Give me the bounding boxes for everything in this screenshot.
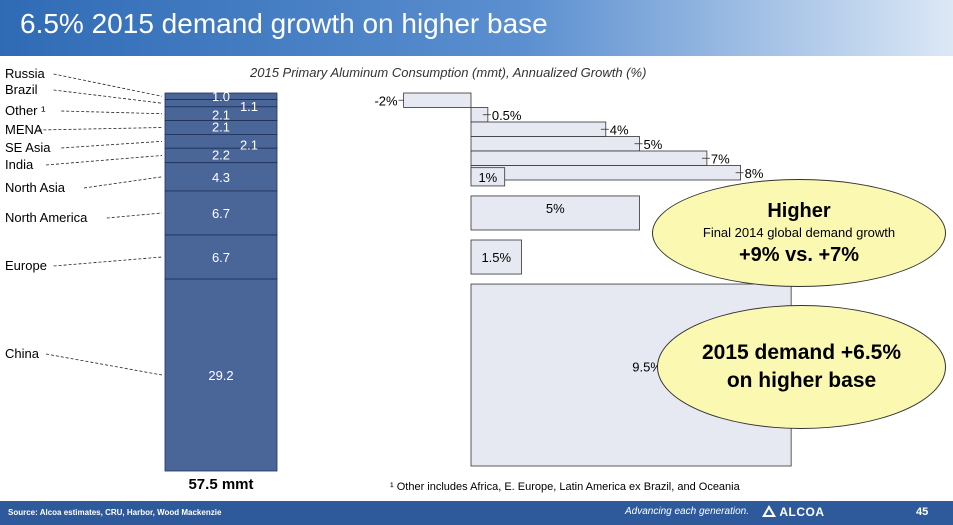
stack-segment-7 (164, 190, 278, 236)
growth-value-label-7: 5% (546, 201, 565, 216)
stack-value-label-1: 1.1 (240, 99, 258, 114)
footer-bar: Source: Alcoa estimates, CRU, Harbor, Wo… (0, 501, 953, 525)
region-label-8: Europe (5, 258, 47, 273)
region-label-7: North America (5, 210, 88, 225)
consumption-growth-chart: 1.01.12.12.12.12.24.36.76.729.257.5 mmtR… (5, 66, 792, 493)
source-note: Source: Alcoa estimates, CRU, Harbor, Wo… (8, 508, 222, 517)
stack-value-label-5: 2.2 (212, 147, 230, 162)
stack-value-label-0: 1.0 (212, 89, 230, 104)
region-label-9: China (5, 346, 40, 361)
chart-subtitle: 2015 Primary Aluminum Consumption (mmt),… (250, 65, 647, 80)
region-label-6: North Asia (5, 180, 66, 195)
growth-value-label-3: 5% (644, 137, 663, 152)
region-leader-8 (53, 256, 163, 267)
alcoa-logo: ALCOA (762, 505, 825, 519)
growth-value-label-5: 8% (745, 166, 764, 181)
demand-callout-line1: 2015 demand +6.5% (701, 341, 902, 364)
growth-value-label-1: 0.5% (492, 108, 522, 123)
region-label-1: Brazil (5, 82, 38, 97)
demand-callout-line2: on higher base (726, 369, 877, 392)
growth-bar-8 (470, 239, 522, 275)
stack-value-label-6: 4.3 (212, 170, 230, 185)
growth-value-label-4: 7% (711, 151, 730, 166)
stack-value-label-7: 6.7 (212, 206, 230, 221)
higher-growth-callout: Higher Final 2014 global demand growth +… (652, 179, 946, 287)
growth-bar-4 (470, 150, 708, 166)
region-leader-7 (106, 212, 163, 219)
region-label-5: India (5, 157, 34, 172)
region-leader-1 (53, 89, 163, 104)
growth-value-label-0: -2% (374, 93, 398, 108)
growth-bar-6 (470, 167, 506, 187)
footnote: ¹ Other includes Africa, E. Europe, Lati… (390, 481, 740, 493)
stack-segment-8 (164, 234, 278, 280)
tagline: Advancing each generation. (625, 506, 749, 517)
higher-callout-subtitle: Final 2014 global demand growth (702, 224, 896, 240)
alcoa-logo-text: ALCOA (779, 505, 825, 519)
stack-value-label-3: 2.1 (212, 120, 230, 135)
alcoa-logo-icon (762, 505, 776, 517)
growth-value-label-6: 1% (478, 170, 497, 185)
growth-value-label-8: 1.5% (481, 250, 511, 265)
growth-bar-7 (470, 195, 640, 231)
stack-value-label-4: 2.1 (240, 137, 258, 152)
growth-bar-3 (470, 136, 640, 152)
region-leader-9 (45, 353, 163, 376)
growth-value-label-9: 9.5% (632, 359, 662, 374)
region-leader-6 (83, 176, 163, 189)
title-bar: 6.5% 2015 demand growth on higher base (0, 0, 953, 56)
page-number: 45 (916, 506, 929, 518)
region-label-4: SE Asia (5, 140, 51, 155)
stack-total-label: 57.5 mmt (188, 476, 253, 493)
stack-segment-9 (164, 278, 278, 472)
growth-bar-0 (403, 92, 472, 108)
region-label-0: Russia (5, 66, 46, 81)
region-leader-2 (61, 110, 163, 115)
growth-bar-5 (470, 165, 742, 181)
region-label-2: Other ¹ (5, 103, 46, 118)
stack-value-label-9: 29.2 (208, 368, 233, 383)
stack-value-label-8: 6.7 (212, 250, 230, 265)
growth-bar-2 (470, 121, 607, 137)
region-leader-3 (38, 127, 163, 131)
stack-value-label-2: 2.1 (212, 108, 230, 123)
higher-callout-title: Higher (767, 199, 831, 222)
slide-title: 6.5% 2015 demand growth on higher base (20, 8, 548, 39)
demand-growth-callout: 2015 demand +6.5% on higher base (657, 305, 946, 429)
region-label-3: MENA (5, 122, 43, 137)
stack-segment-4 (164, 134, 278, 149)
region-leader-4 (61, 140, 163, 149)
growth-value-label-2: 4% (610, 122, 629, 137)
region-leader-5 (45, 155, 163, 166)
region-leader-0 (53, 73, 163, 97)
stack-segment-6 (164, 162, 278, 192)
higher-callout-values: +9% vs. +7% (738, 243, 860, 266)
